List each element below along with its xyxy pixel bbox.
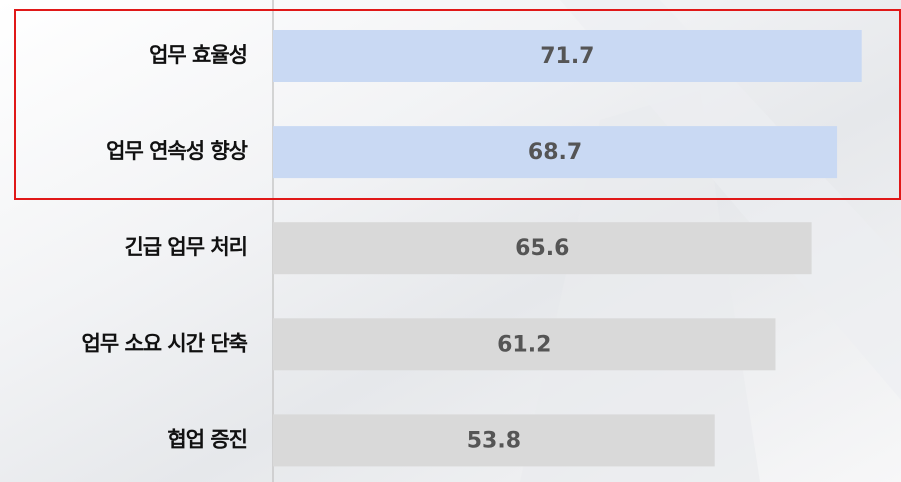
chart: 업무 효율성 71.7 업무 연속성 향상 68.7 긴급 업무 처리 65.6 업무 소요… bbox=[0, 0, 901, 482]
category-label: 업무 연속성 향상 bbox=[106, 139, 248, 163]
value-label: 61.2 bbox=[497, 332, 551, 357]
category-label: 업무 효율성 bbox=[149, 43, 247, 67]
category-label: 업무 소요 시간 단축 bbox=[82, 331, 248, 355]
value-label: 53.8 bbox=[467, 428, 521, 453]
category-label: 긴급 업무 처리 bbox=[124, 235, 247, 259]
value-label: 68.7 bbox=[528, 140, 582, 165]
value-label: 71.7 bbox=[540, 44, 594, 69]
category-label: 협업 증진 bbox=[167, 427, 247, 451]
value-label: 65.6 bbox=[515, 236, 569, 261]
page: 업무 효율성 71.7 업무 연속성 향상 68.7 긴급 업무 처리 65.6 업무 소요… bbox=[0, 0, 901, 482]
